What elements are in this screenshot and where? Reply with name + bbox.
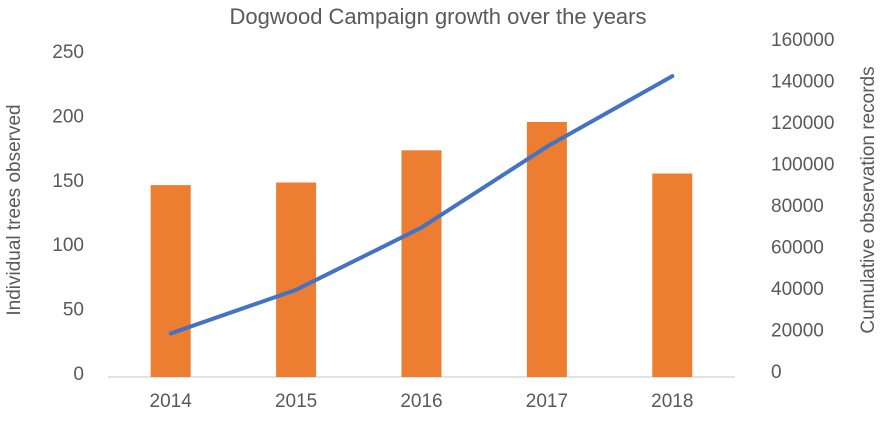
bar-2014 — [151, 185, 191, 377]
x-tick-label: 2018 — [651, 391, 693, 412]
y-tick-label-left: 250 — [52, 42, 84, 63]
bar-2018 — [652, 173, 692, 377]
x-tick-label: 2016 — [400, 391, 442, 412]
y-tick-label-left: 100 — [52, 235, 84, 256]
y-tick-label-left: 200 — [52, 106, 84, 127]
x-tick-label: 2014 — [150, 391, 193, 412]
bar-2015 — [276, 183, 316, 377]
y-tick-label-right: 160000 — [771, 30, 834, 51]
x-tick-label: 2017 — [526, 391, 568, 412]
y-tick-label-left: 0 — [73, 364, 84, 385]
y-tick-label-right: 20000 — [771, 321, 824, 342]
bar-2016 — [402, 150, 442, 377]
y-tick-label-left: 150 — [52, 171, 84, 192]
y-axis-label-left: Individual trees observed — [4, 104, 25, 315]
y-tick-label-left: 50 — [63, 300, 84, 321]
y-tick-label-right: 60000 — [771, 238, 824, 259]
chart-title: Dogwood Campaign growth over the years — [229, 4, 646, 29]
y-tick-label-right: 40000 — [771, 279, 824, 300]
bar-2017 — [527, 122, 567, 377]
y-tick-label-right: 80000 — [771, 196, 824, 217]
y-tick-label-right: 100000 — [771, 155, 834, 176]
y-axis-label-right: Cumulative observation records — [858, 66, 879, 333]
x-tick-label: 2015 — [275, 391, 317, 412]
y-tick-label-right: 120000 — [771, 113, 834, 134]
y-tick-label-right: 140000 — [771, 72, 834, 93]
y-tick-label-right: 0 — [771, 362, 782, 383]
